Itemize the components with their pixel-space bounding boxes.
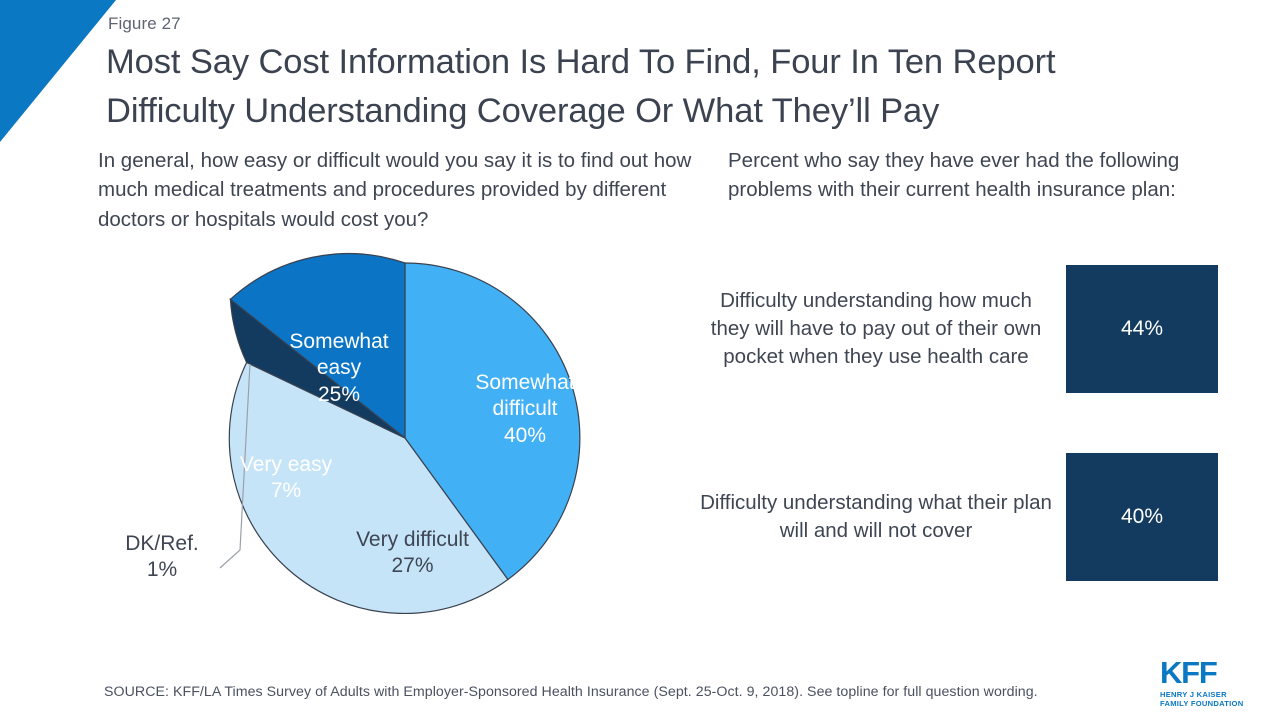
kff-logo-subtitle-line1: HENRY J KAISER xyxy=(1160,689,1227,699)
figure-label: Figure 27 xyxy=(108,14,181,33)
decorative-corner-triangle xyxy=(0,0,116,142)
pie-chart-svg xyxy=(219,253,581,615)
pie-chart: Somewhat difficult 40% Somewhat easy 25%… xyxy=(100,238,700,638)
kff-logo-subtitle: HENRY J KAISER FAMILY FOUNDATION xyxy=(1160,690,1256,709)
bar-row-label: Difficulty understanding how much they w… xyxy=(710,289,1042,368)
page-title: Most Say Cost Information Is Hard To Fin… xyxy=(106,38,1246,136)
kff-logo: KFF HENRY J KAISER FAMILY FOUNDATION xyxy=(1160,657,1256,709)
bar-row: Difficulty understanding what their plan… xyxy=(700,453,1218,581)
page-title-line-1: Most Say Cost Information Is Hard To Fin… xyxy=(106,43,1056,81)
bar-value: 40% xyxy=(1120,505,1164,528)
kff-logo-subtitle-line2: FAMILY FOUNDATION xyxy=(1160,698,1244,708)
bar-row: Difficulty understanding how much they w… xyxy=(700,265,1218,393)
source-note: SOURCE: KFF/LA Times Survey of Adults wi… xyxy=(104,684,1038,700)
bar-block: 44% xyxy=(1066,265,1218,393)
bar-block: 40% xyxy=(1066,453,1218,581)
left-question-text: In general, how easy or difficult would … xyxy=(98,149,692,231)
page-title-line-2: Difficulty Understanding Coverage Or Wha… xyxy=(106,91,940,130)
pie-slice-somewhat-easy xyxy=(229,253,406,440)
bar-value: 44% xyxy=(1120,317,1164,340)
kff-logo-mark: KFF xyxy=(1160,654,1218,690)
right-question-text: Percent who say they have ever had the f… xyxy=(728,149,1180,202)
dk-ref-leader-line xyxy=(219,363,251,569)
bar-row-label: Difficulty understanding what their plan… xyxy=(700,491,1052,542)
pie-slice-somewhat-difficult xyxy=(404,262,581,581)
pie-slice-very-difficult xyxy=(228,352,509,615)
